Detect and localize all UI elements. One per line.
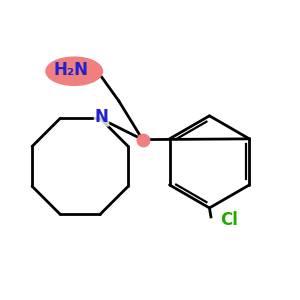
Text: N: N	[94, 108, 109, 126]
Text: H₂N: H₂N	[54, 61, 89, 79]
Text: Cl: Cl	[220, 212, 238, 230]
Ellipse shape	[46, 57, 102, 86]
